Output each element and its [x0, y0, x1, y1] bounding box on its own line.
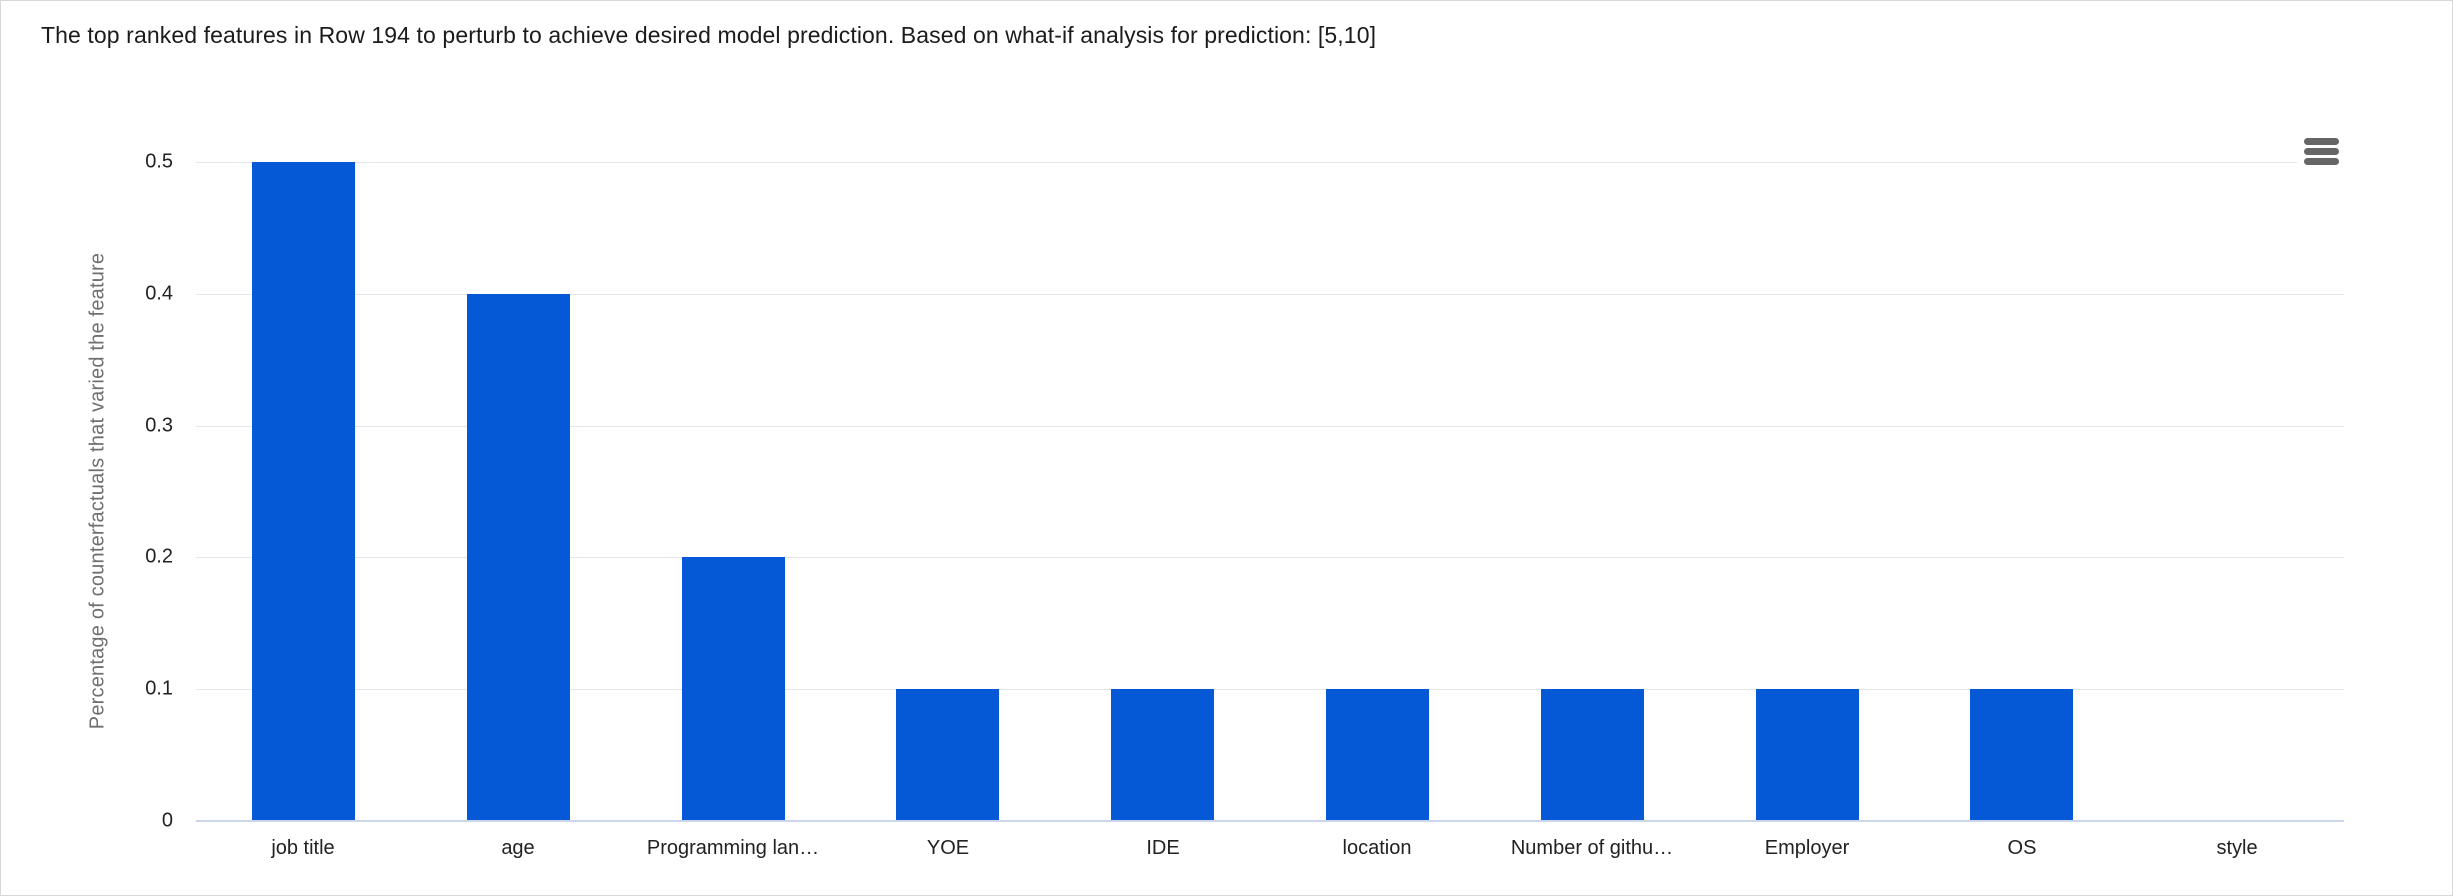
chart-title: The top ranked features in Row 194 to pe… — [41, 22, 1377, 48]
gridline — [196, 689, 2344, 690]
x-tick-label: Employer — [1764, 837, 1850, 859]
x-tick-label: Programming lan… — [646, 837, 820, 859]
hamburger-menu-icon — [2304, 138, 2339, 165]
x-tick-label: OS — [2007, 837, 2037, 859]
y-tick-label: 0.5 — [145, 150, 173, 173]
x-tick-label: YOE — [926, 837, 970, 859]
x-tick-label: IDE — [1146, 837, 1180, 859]
y-tick-label: 0.1 — [145, 677, 173, 700]
chart-bar[interactable] — [1111, 689, 1214, 820]
y-axis-title-text: Percentage of counterfactuals that varie… — [86, 252, 109, 730]
chart-bar[interactable] — [252, 162, 355, 820]
y-tick-label: 0 — [161, 809, 173, 832]
x-tick-label: location — [1342, 837, 1412, 859]
gridline — [196, 162, 2344, 163]
y-tick-label: 0.3 — [145, 414, 173, 437]
chart-bar[interactable] — [1756, 689, 1859, 820]
chart-context-menu-button[interactable] — [2297, 129, 2347, 173]
chart-bar[interactable] — [467, 294, 570, 820]
x-tick-label: age — [501, 837, 535, 859]
chart-bar[interactable] — [1970, 689, 2073, 820]
chart-bar[interactable] — [1326, 689, 1429, 820]
y-tick-label: 0.4 — [145, 282, 173, 305]
gridline — [196, 426, 2344, 427]
chart-bar[interactable] — [682, 557, 785, 820]
chart-bar[interactable] — [896, 689, 999, 820]
y-tick-label: 0.2 — [145, 545, 173, 568]
x-tick-label: style — [2216, 837, 2258, 859]
x-axis-line — [196, 820, 2344, 822]
x-tick-label: Number of githu… — [1510, 837, 1674, 859]
gridline — [196, 294, 2344, 295]
gridline — [196, 557, 2344, 558]
chart-bar[interactable] — [1541, 689, 1644, 820]
x-tick-label: job title — [271, 837, 335, 859]
